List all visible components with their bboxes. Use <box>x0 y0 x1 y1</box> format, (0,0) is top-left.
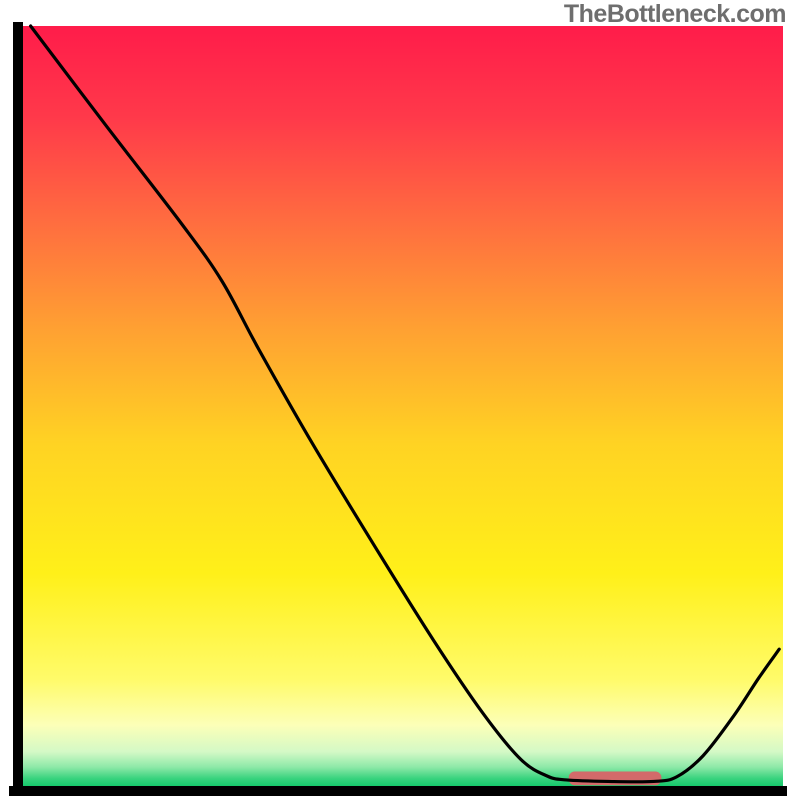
bottleneck-chart <box>0 0 800 800</box>
chart-background-gradient <box>23 26 783 786</box>
